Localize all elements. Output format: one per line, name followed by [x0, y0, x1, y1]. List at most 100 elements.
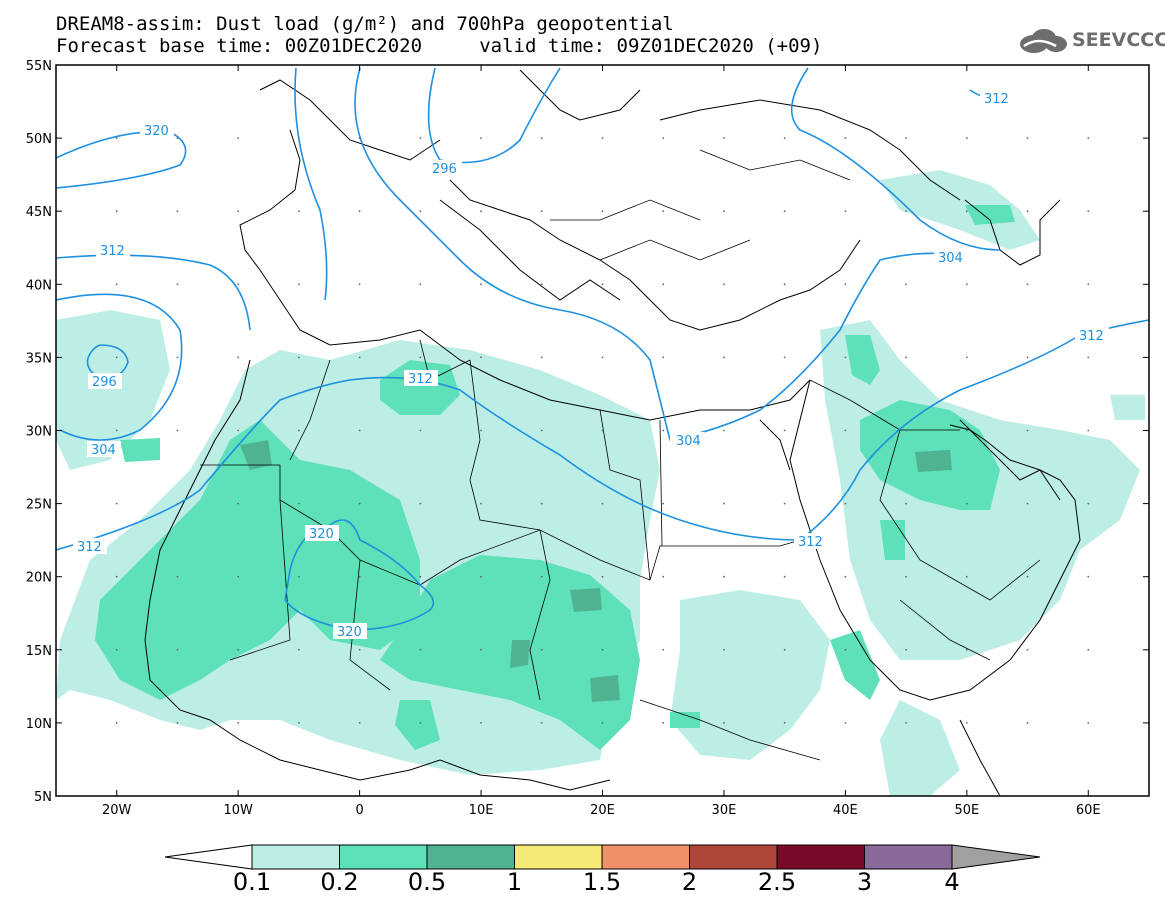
grid-dot	[905, 283, 908, 286]
grid-dot	[662, 648, 665, 651]
grid-dot	[115, 429, 118, 432]
grid-dot	[358, 356, 361, 359]
grid-dot	[844, 502, 847, 505]
grid-dot	[783, 137, 786, 140]
grid-dot	[480, 575, 482, 578]
grid-dot	[237, 429, 240, 432]
forecast-time-line: Forecast base time: 00Z01DEC2020 valid t…	[56, 35, 823, 57]
contour-label: 304	[676, 434, 701, 449]
map-title: DREAM8-assim: Dust load (g/m²) and 700hP…	[56, 13, 674, 35]
colorbar-swatch	[339, 844, 428, 870]
grid-dot	[723, 356, 725, 359]
grid-dot	[783, 356, 786, 359]
grid-dot	[176, 502, 179, 505]
colorbar-label: 0.5	[407, 868, 447, 896]
grid-dot	[358, 137, 361, 140]
lon-tick-label: 10W	[223, 803, 253, 818]
grid-dot	[723, 722, 725, 724]
lat-tick-label: 30N	[26, 425, 52, 440]
lat-tick-label: 35N	[26, 351, 52, 366]
grid-dot	[237, 137, 240, 140]
lat-tick-label: 10N	[26, 717, 52, 732]
grid-dot	[905, 648, 908, 651]
grid-dot	[540, 502, 543, 505]
grid-dot	[297, 283, 300, 286]
grid-dot	[662, 502, 665, 505]
colorbar-swatch	[689, 844, 778, 870]
grid-dot	[965, 722, 968, 724]
grid-dot	[601, 429, 604, 432]
grid-dot	[844, 356, 847, 359]
grid-dot	[419, 575, 422, 578]
grid-dot	[905, 429, 908, 432]
dust-level-3	[240, 440, 952, 702]
grid-dot	[965, 429, 968, 432]
contour-label: 304	[91, 443, 116, 458]
cloud-icon	[1020, 29, 1067, 53]
grid-dot	[723, 502, 725, 505]
colorbar-label: 0.1	[232, 868, 272, 896]
grid-dot	[723, 210, 725, 213]
colorbar-swatch	[864, 844, 953, 870]
grid-dot	[965, 356, 968, 359]
grid-dot	[783, 575, 786, 578]
grid-dot	[601, 575, 604, 578]
grid-dot	[1026, 137, 1029, 140]
grid-dot	[237, 356, 240, 359]
grid-dot	[358, 575, 361, 578]
grid-dot	[662, 283, 665, 286]
grid-dot	[965, 648, 968, 651]
grid-dot	[358, 648, 361, 651]
grid-dot	[540, 137, 543, 140]
grid-dot	[723, 283, 725, 286]
grid-dot	[237, 210, 240, 213]
grid-dot	[662, 429, 665, 432]
colorbar-swatch	[251, 844, 340, 870]
dust-map: 320 312 296 304 320 320 312 304 312 312 …	[26, 59, 1150, 818]
grid-dot	[540, 648, 543, 651]
grid-dot	[176, 283, 179, 286]
grid-dot	[844, 283, 847, 286]
grid-dot	[601, 283, 604, 286]
grid-dot	[297, 210, 300, 213]
lon-tick-label: 50E	[954, 803, 979, 818]
lon-tick-label: 0	[355, 803, 363, 818]
grid-dot	[297, 429, 300, 432]
lat-tick-label: 20N	[26, 571, 52, 586]
grid-dot	[480, 210, 482, 213]
grid-dot	[662, 210, 665, 213]
colorbar-label: 0.2	[320, 868, 359, 896]
grid-dot	[965, 210, 968, 213]
grid-dot	[783, 722, 786, 724]
colorbar-label: 2.5	[757, 868, 797, 896]
contour-label: 320	[309, 527, 334, 542]
contour-label: 312	[408, 372, 433, 387]
contour-label: 320	[337, 625, 362, 640]
grid-dot	[1026, 502, 1029, 505]
colorbar-label: 3	[856, 868, 873, 896]
grid-dot	[1026, 356, 1029, 359]
grid-dot	[419, 429, 422, 432]
grid-dot	[723, 429, 725, 432]
grid-dot	[297, 137, 300, 140]
lat-tick-label: 5N	[34, 790, 52, 805]
grid-dot	[905, 356, 908, 359]
grid-dot	[844, 575, 847, 578]
grid-dot	[115, 722, 118, 724]
grid-dot	[480, 648, 482, 651]
lat-tick-label: 40N	[26, 278, 52, 293]
logo-text: SEEVCCC	[1072, 29, 1165, 51]
grid-dot	[480, 356, 482, 359]
grid-dot	[297, 356, 300, 359]
contour-labels: 320 312 296 304 320 320 312 304 312 312 …	[73, 90, 1109, 640]
grid-dot	[176, 575, 179, 578]
grid-dot	[1087, 210, 1090, 213]
grid-dot	[176, 648, 179, 651]
grid-dot	[905, 137, 908, 140]
grid-dot	[419, 502, 422, 505]
grid-dot	[176, 429, 179, 432]
grid-dot	[419, 137, 422, 140]
grid-dot	[419, 283, 422, 286]
grid-dot	[601, 137, 604, 140]
